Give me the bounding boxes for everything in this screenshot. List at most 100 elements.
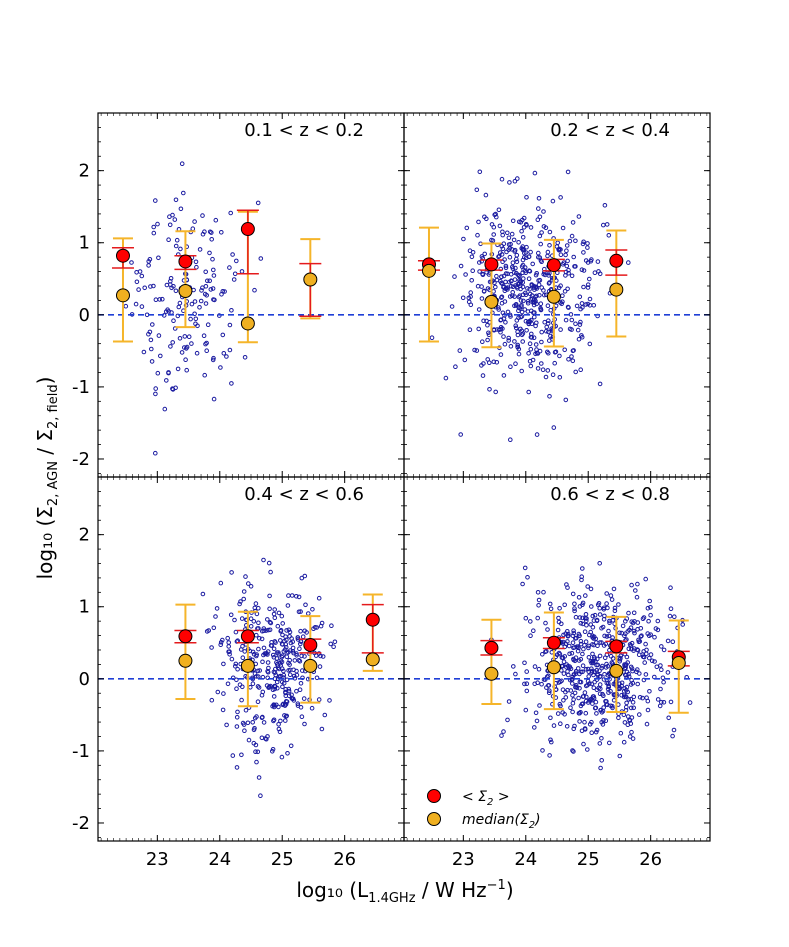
- scatter-point: [565, 258, 570, 264]
- scatter-point: [570, 693, 575, 698]
- scatter-point: [199, 288, 204, 293]
- scatter-point: [151, 283, 156, 289]
- scatter-point: [520, 581, 525, 587]
- scatter-point: [499, 274, 504, 280]
- scatter-point: [591, 618, 597, 623]
- scatter-point: [568, 705, 573, 711]
- scatter-point: [587, 341, 593, 347]
- scatter-point: [602, 672, 607, 677]
- scatter-point: [500, 229, 505, 235]
- scatter-point: [565, 286, 570, 292]
- scatter-point: [457, 348, 463, 353]
- scatter-point: [256, 620, 261, 626]
- scatter-point: [606, 633, 612, 639]
- scatter-point: [543, 374, 549, 380]
- scatter-point: [541, 272, 547, 277]
- scatter-point: [483, 192, 489, 198]
- scatter-point: [516, 294, 522, 300]
- scatter-point: [255, 200, 261, 206]
- panel-title: 0.2 < z < 0.4: [550, 120, 670, 141]
- scatter-point: [503, 320, 508, 325]
- scatter-point: [667, 613, 673, 619]
- scatter-point: [229, 308, 234, 313]
- scatter-point: [123, 303, 129, 309]
- panel-plot-area: [98, 161, 404, 456]
- scatter-point: [560, 225, 566, 231]
- scatter-point: [628, 705, 634, 711]
- scatter-point: [557, 375, 563, 380]
- scatter-point: [592, 270, 598, 276]
- scatter-point: [604, 591, 610, 596]
- scatter-point: [566, 357, 571, 362]
- scatter-point: [628, 696, 634, 702]
- scatter-point: [294, 594, 299, 599]
- scatter-point: [480, 373, 486, 378]
- scatter-point: [275, 623, 281, 629]
- scatter-point: [563, 397, 569, 403]
- scatter-point: [604, 222, 610, 227]
- scatter-point: [585, 260, 591, 265]
- scatter-point: [536, 603, 541, 608]
- scatter-point: [235, 666, 240, 672]
- scatter-point: [564, 724, 570, 729]
- scatter-point: [248, 624, 254, 629]
- scatter-point: [261, 626, 267, 631]
- scatter-point: [556, 615, 561, 621]
- scatter-point: [519, 368, 525, 374]
- scatter-point: [252, 726, 257, 731]
- scatter-point: [566, 672, 571, 678]
- scatter-point: [642, 660, 648, 665]
- scatter-point: [536, 282, 542, 288]
- y-axis-label: log₁₀ (Σ2, AGN / Σ2, field): [33, 377, 61, 580]
- scatter-point: [204, 340, 209, 346]
- scatter-point: [148, 284, 153, 289]
- scatter-point: [279, 613, 285, 619]
- scatter-point: [503, 263, 509, 269]
- scatter-point: [139, 304, 145, 309]
- scatter-point: [504, 249, 509, 255]
- scatter-point: [583, 612, 589, 617]
- scatter-point: [496, 254, 501, 260]
- scatter-point: [595, 259, 601, 264]
- scatter-point: [261, 557, 266, 563]
- scatter-point: [659, 667, 664, 673]
- scatter-point: [211, 267, 216, 273]
- scatter-point: [580, 669, 585, 675]
- scatter-point: [589, 681, 595, 687]
- scatter-point: [288, 743, 294, 749]
- scatter-point: [540, 748, 545, 753]
- scatter-point: [271, 646, 277, 652]
- scatter-point: [186, 334, 192, 340]
- scatter-point: [571, 628, 576, 634]
- scatter-point: [573, 683, 579, 688]
- scatter-point: [222, 289, 227, 294]
- scatter-point: [493, 389, 499, 395]
- scatter-point: [533, 710, 539, 716]
- scatter-point: [259, 636, 265, 642]
- scatter-point: [227, 347, 233, 353]
- scatter-point: [629, 582, 634, 588]
- scatter-point: [482, 251, 488, 257]
- scatter-point: [547, 243, 552, 248]
- scatter-point: [533, 323, 538, 329]
- scatter-point: [207, 278, 212, 284]
- scatter-point: [573, 614, 579, 620]
- scatter-point: [570, 633, 576, 639]
- scatter-point: [168, 279, 173, 284]
- scatter-point: [290, 645, 296, 651]
- scatter-point: [233, 663, 238, 669]
- scatter-point: [584, 618, 589, 624]
- scatter-point: [522, 265, 528, 270]
- scatter-point: [580, 651, 585, 657]
- scatter-point: [302, 654, 307, 659]
- scatter-point: [527, 286, 532, 292]
- scatter-point: [500, 259, 505, 265]
- scatter-point: [290, 639, 296, 645]
- scatter-point: [599, 640, 604, 645]
- scatter-point: [607, 740, 612, 746]
- scatter-point: [298, 705, 304, 710]
- scatter-point: [597, 612, 603, 617]
- scatter-point: [544, 648, 549, 654]
- scatter-point: [270, 652, 276, 658]
- scatter-point: [266, 560, 272, 566]
